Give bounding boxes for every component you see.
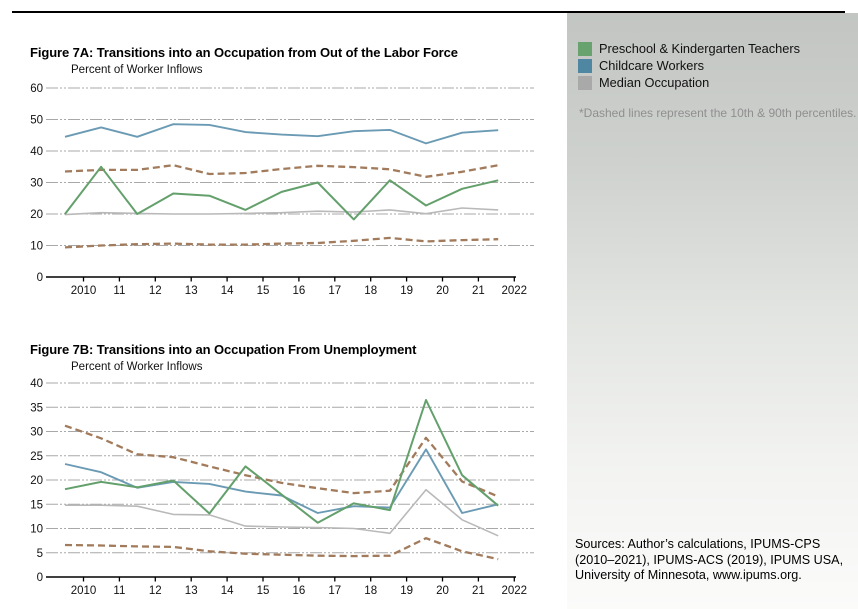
legend-item-median: Median Occupation (578, 74, 800, 91)
svg-text:18: 18 (364, 285, 377, 297)
svg-text:14: 14 (221, 285, 234, 297)
svg-text:60: 60 (30, 83, 43, 95)
svg-text:13: 13 (185, 585, 198, 597)
legend: Preschool & Kindergarten Teachers Childc… (578, 40, 800, 91)
svg-text:40: 40 (30, 378, 43, 390)
legend-label-preschool: Preschool & Kindergarten Teachers (599, 41, 801, 56)
legend-sidebar: Preschool & Kindergarten Teachers Childc… (567, 13, 858, 609)
legend-label-childcare: Childcare Workers (599, 58, 705, 73)
svg-text:18: 18 (364, 585, 377, 597)
svg-text:15: 15 (30, 499, 43, 511)
legend-label-median: Median Occupation (599, 75, 710, 90)
svg-text:16: 16 (293, 285, 306, 297)
svg-text:10: 10 (30, 524, 43, 536)
svg-text:5: 5 (37, 548, 43, 560)
svg-text:0: 0 (37, 272, 43, 284)
svg-text:2022: 2022 (502, 285, 528, 297)
svg-text:11: 11 (113, 285, 125, 297)
svg-text:21: 21 (472, 585, 485, 597)
svg-text:13: 13 (185, 285, 198, 297)
svg-text:17: 17 (328, 285, 341, 297)
svg-text:20: 20 (436, 585, 449, 597)
svg-text:2022: 2022 (502, 585, 528, 597)
svg-text:40: 40 (30, 146, 43, 158)
svg-text:17: 17 (328, 585, 341, 597)
svg-text:12: 12 (149, 285, 162, 297)
figure-7a-title: Figure 7A: Transitions into an Occupatio… (30, 44, 458, 60)
figure-7b-y-axis-caption: Percent of Worker Inflows (71, 361, 203, 373)
figure-7b-title: Figure 7B: Transitions into an Occupatio… (30, 341, 417, 357)
legend-item-childcare: Childcare Workers (578, 57, 800, 74)
svg-text:25: 25 (30, 451, 43, 463)
svg-text:12: 12 (149, 585, 162, 597)
svg-text:35: 35 (30, 402, 43, 414)
top-rule (12, 11, 845, 13)
svg-text:19: 19 (400, 585, 413, 597)
svg-text:19: 19 (400, 285, 413, 297)
svg-text:11: 11 (113, 585, 125, 597)
svg-text:20: 20 (436, 285, 449, 297)
svg-text:2010: 2010 (71, 285, 97, 297)
svg-text:30: 30 (30, 427, 43, 439)
svg-text:0: 0 (37, 572, 43, 584)
median-color-swatch (578, 75, 592, 90)
figure-7a-y-axis-caption: Percent of Worker Inflows (71, 64, 203, 76)
svg-text:15: 15 (257, 285, 270, 297)
svg-text:15: 15 (257, 585, 270, 597)
svg-text:16: 16 (293, 585, 306, 597)
svg-text:20: 20 (30, 209, 43, 221)
svg-text:2010: 2010 (71, 585, 97, 597)
figure-7a-line-chart: 0 10 20 30 40 50 60 2010 11 12 13 14 15 16 17 18 19 20 21 2… (30, 83, 534, 297)
svg-text:21: 21 (472, 285, 485, 297)
svg-text:50: 50 (30, 115, 43, 127)
sources-text: Sources: Author’s calculations, IPUMS-CP… (575, 537, 844, 583)
svg-text:14: 14 (221, 585, 234, 597)
childcare-color-swatch (578, 58, 592, 73)
preschool-color-swatch (578, 41, 592, 56)
percentiles-note: *Dashed lines represent the 10th & 90th … (579, 106, 857, 120)
legend-item-preschool: Preschool & Kindergarten Teachers (578, 40, 800, 57)
figure-7b-line-chart: 0 5 10 15 20 25 30 35 40 2010 11 12 13 14 15 16 17 18 19 20… (30, 378, 534, 597)
svg-text:10: 10 (30, 241, 43, 253)
svg-text:30: 30 (30, 178, 43, 190)
svg-text:20: 20 (30, 475, 43, 487)
